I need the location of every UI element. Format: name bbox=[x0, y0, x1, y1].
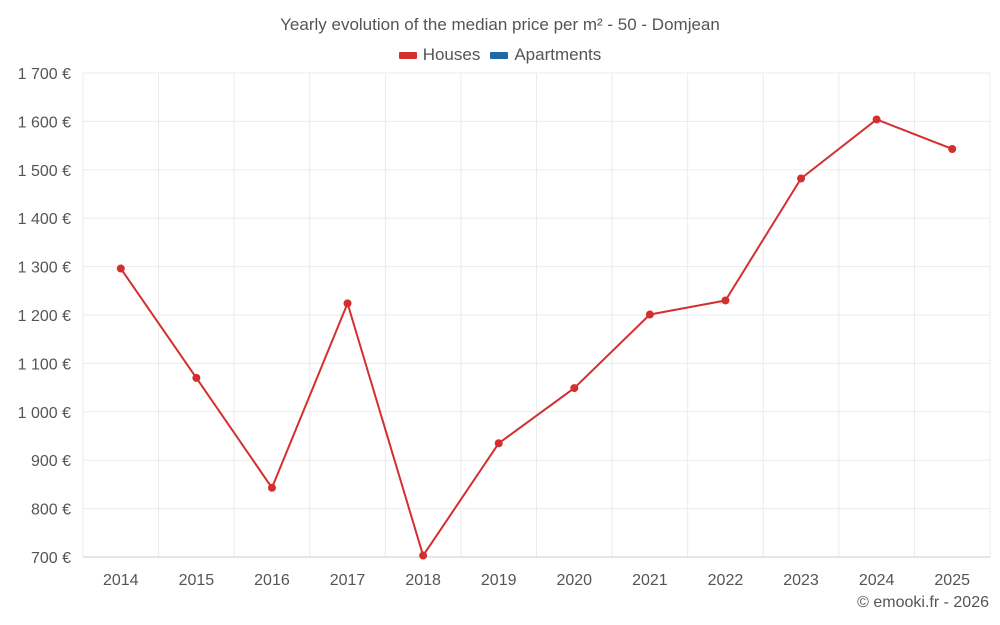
legend-swatch-houses bbox=[398, 51, 417, 59]
copyright-footer: © emooki.fr - 2026 bbox=[857, 594, 989, 611]
legend-item-apartments[interactable]: Apartments bbox=[490, 45, 601, 65]
x-tick-label: 2025 bbox=[934, 572, 970, 589]
data-point-houses bbox=[116, 264, 125, 273]
y-tick-label: 900 € bbox=[31, 453, 71, 470]
y-tick-label: 1 500 € bbox=[18, 163, 71, 180]
y-tick-label: 1 100 € bbox=[18, 356, 71, 373]
data-point-houses bbox=[645, 310, 654, 319]
x-tick-label: 2018 bbox=[405, 572, 441, 589]
legend-label-apartments: Apartments bbox=[514, 45, 602, 64]
series-line-houses bbox=[119, 118, 953, 557]
data-point-houses bbox=[948, 144, 957, 153]
y-tick-label: 1 600 € bbox=[18, 114, 71, 131]
data-point-houses bbox=[570, 384, 579, 393]
y-tick-label: 1 700 € bbox=[18, 66, 71, 83]
x-tick-label: 2020 bbox=[556, 572, 592, 589]
x-tick-label: 2024 bbox=[859, 572, 895, 589]
data-point-houses bbox=[192, 373, 201, 382]
y-tick-label: 1 000 € bbox=[18, 405, 71, 422]
data-point-houses bbox=[872, 115, 881, 124]
x-tick-label: 2019 bbox=[481, 572, 517, 589]
data-point-houses bbox=[494, 439, 503, 448]
legend-item-houses[interactable]: Houses bbox=[398, 45, 481, 65]
y-tick-label: 700 € bbox=[31, 550, 71, 567]
x-tick-label: 2014 bbox=[103, 572, 139, 589]
x-tick-label: 2015 bbox=[179, 572, 215, 589]
x-tick-label: 2016 bbox=[254, 572, 290, 589]
x-tick-label: 2017 bbox=[330, 572, 366, 589]
x-tick-label: 2023 bbox=[783, 572, 819, 589]
legend-swatch-apartments bbox=[490, 51, 509, 59]
data-point-houses bbox=[797, 174, 806, 183]
data-point-houses bbox=[343, 299, 352, 308]
data-point-houses bbox=[267, 483, 276, 492]
data-point-houses bbox=[419, 551, 428, 560]
x-tick-label: 2022 bbox=[708, 572, 744, 589]
legend: Houses Apartments bbox=[0, 45, 1000, 65]
x-tick-label: 2021 bbox=[632, 572, 668, 589]
data-point-houses bbox=[721, 296, 730, 305]
legend-label-houses: Houses bbox=[422, 45, 481, 64]
y-tick-label: 1 300 € bbox=[18, 260, 71, 277]
chart-title: Yearly evolution of the median price per… bbox=[280, 15, 720, 34]
y-tick-label: 1 400 € bbox=[18, 211, 71, 228]
y-tick-label: 800 € bbox=[31, 502, 71, 519]
y-tick-label: 1 200 € bbox=[18, 308, 71, 325]
